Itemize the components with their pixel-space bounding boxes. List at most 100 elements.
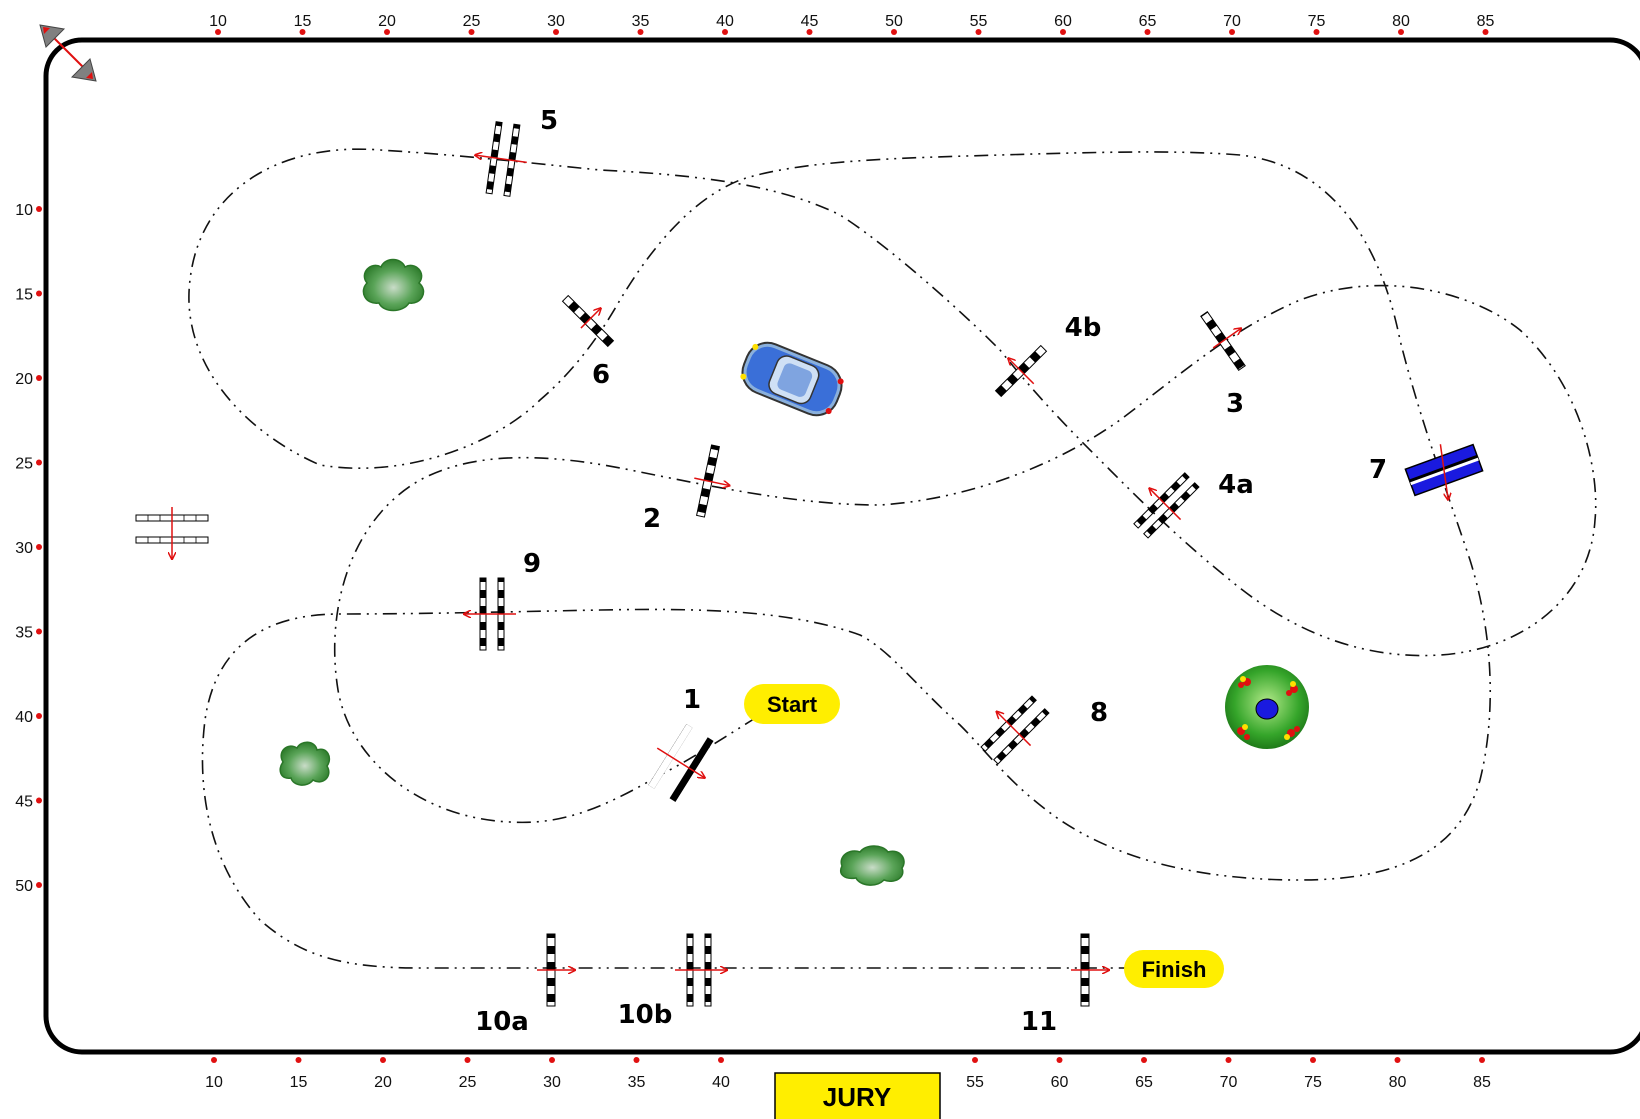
ruler-top-label: 70 — [1223, 13, 1241, 30]
ruler-left-tick — [36, 629, 42, 635]
ruler-bottom-label: 85 — [1473, 1074, 1491, 1091]
ruler-left-label: 25 — [15, 456, 33, 473]
ruler-left-tick — [36, 375, 42, 381]
ruler-bottom-label: 80 — [1389, 1074, 1407, 1091]
ruler-bottom-label: 40 — [712, 1074, 730, 1091]
start-marker: Start — [744, 684, 840, 724]
ruler-top-label: 85 — [1477, 13, 1495, 30]
ruler-left-label: 50 — [15, 878, 33, 895]
obstacle-label-10b: 10b — [618, 1000, 673, 1030]
ruler-left-label: 15 — [15, 287, 33, 304]
gate-5 — [470, 119, 532, 198]
ruler-left-tick — [36, 798, 42, 804]
ruler-bottom-tick — [718, 1057, 724, 1063]
ruler-top-label: 55 — [970, 13, 988, 30]
ruler-top-label: 40 — [716, 13, 734, 30]
ruler-left-label: 20 — [15, 371, 33, 388]
ruler-top-label: 15 — [294, 13, 312, 30]
ruler-bottom-tick — [549, 1057, 555, 1063]
ruler-bottom-tick — [1057, 1057, 1063, 1063]
bush-icon — [841, 846, 904, 885]
ruler-top-label: 65 — [1139, 13, 1157, 30]
ruler-top-label: 20 — [378, 13, 396, 30]
ruler-left-label: 30 — [15, 540, 33, 557]
ruler-top: 10 15 20 25 30 35 40 45 50 55 60 65 70 75 80 85 — [209, 13, 1494, 35]
obstacle-label-1: 1 — [683, 685, 701, 715]
ruler-bottom-label: 35 — [628, 1074, 646, 1091]
ruler-left-label: 40 — [15, 709, 33, 726]
ruler-left-label: 45 — [15, 794, 33, 811]
ruler-bottom-tick — [1226, 1057, 1232, 1063]
gate-6 — [558, 286, 623, 351]
ruler-top-label: 50 — [885, 13, 903, 30]
ruler-left-tick — [36, 460, 42, 466]
obstacle-label-5: 5 — [540, 106, 558, 136]
obstacle-label-6: 6 — [592, 360, 610, 390]
obstacle-label-9: 9 — [523, 549, 541, 579]
ruler-bottom-tick — [380, 1057, 386, 1063]
ruler-left-label: 10 — [15, 202, 33, 219]
ruler-bottom-tick — [1479, 1057, 1485, 1063]
start-label: Start — [767, 692, 818, 717]
gate-7-water-jump — [1401, 434, 1487, 510]
obstacle-label-4a: 4a — [1218, 470, 1254, 500]
ruler-bottom-label: 30 — [543, 1074, 561, 1091]
bush-icon — [280, 742, 329, 785]
ruler-bottom-tick — [1310, 1057, 1316, 1063]
gate-3 — [1194, 301, 1260, 375]
ruler-bottom-label: 15 — [290, 1074, 308, 1091]
ruler-left-tick — [36, 206, 42, 212]
gate-10a — [537, 934, 575, 1006]
gate-4a — [1124, 463, 1206, 545]
finish-label: Finish — [1142, 957, 1207, 982]
ruler-left-tick — [36, 882, 42, 888]
ruler-bottom-label: 25 — [459, 1074, 477, 1091]
ruler-bottom-label: 75 — [1304, 1074, 1322, 1091]
obstacle-label-7: 7 — [1369, 455, 1387, 485]
obstacle-label-8: 8 — [1090, 698, 1108, 728]
ruler-top-label: 35 — [632, 13, 650, 30]
spare-fence — [136, 507, 208, 559]
obstacle-label-4b: 4b — [1065, 313, 1102, 343]
ruler-left-tick — [36, 291, 42, 297]
ruler-top-label: 10 — [209, 13, 227, 30]
ruler-top-label: 75 — [1308, 13, 1326, 30]
obstacle-label-2: 2 — [643, 504, 661, 534]
jury-label: JURY — [823, 1082, 891, 1112]
ruler-bottom-label: 55 — [966, 1074, 984, 1091]
gate-1 — [638, 718, 724, 809]
ruler-bottom-tick — [1395, 1057, 1401, 1063]
ruler-bottom-tick — [296, 1057, 302, 1063]
gate-4b — [986, 336, 1057, 407]
gate-9 — [464, 578, 516, 650]
ruler-bottom-label: 20 — [374, 1074, 392, 1091]
flower-bed-icon — [1225, 665, 1309, 749]
ruler-bottom-tick — [634, 1057, 640, 1063]
ruler-top-label: 45 — [801, 13, 819, 30]
gate-8 — [971, 686, 1056, 771]
ruler-left-tick — [36, 713, 42, 719]
gate-11 — [1071, 934, 1109, 1006]
obstacle-label-3: 3 — [1226, 389, 1244, 419]
ruler-bottom-label: 60 — [1051, 1074, 1069, 1091]
car-icon — [736, 336, 848, 422]
bush-icon — [363, 260, 423, 311]
ruler-bottom-tick — [972, 1057, 978, 1063]
ruler-bottom-tick — [1141, 1057, 1147, 1063]
ruler-left-tick — [36, 544, 42, 550]
obstacle-label-11: 11 — [1021, 1007, 1057, 1037]
gate-2 — [687, 443, 737, 521]
ruler-bottom-label: 70 — [1220, 1074, 1238, 1091]
ruler-bottom-tick — [465, 1057, 471, 1063]
ruler-top-label: 60 — [1054, 13, 1072, 30]
ruler-left-label: 35 — [15, 625, 33, 642]
arena-border — [46, 40, 1640, 1052]
ruler-bottom-tick — [211, 1057, 217, 1063]
gate-10b — [675, 934, 727, 1006]
ruler-left: 10 15 20 25 30 35 40 45 50 — [15, 202, 42, 895]
obstacle-label-10a: 10a — [475, 1007, 529, 1037]
jury-box: JURY — [775, 1073, 940, 1119]
ruler-bottom-label: 10 — [205, 1074, 223, 1091]
ruler-top-label: 30 — [547, 13, 565, 30]
